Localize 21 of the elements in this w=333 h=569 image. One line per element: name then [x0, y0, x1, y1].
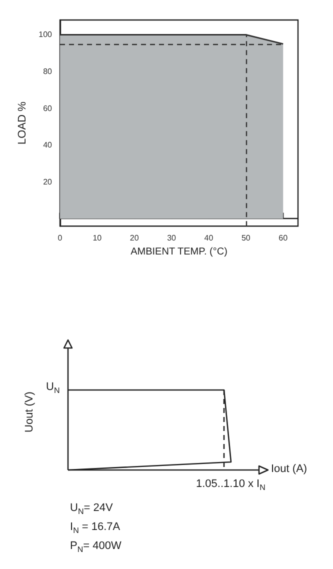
text: 1.05..1.10 x I$_{N}$ [196, 478, 266, 494]
text: U$_{N}$= 24V [70, 502, 113, 518]
y-tick-label: 100 [38, 30, 53, 40]
x-tick-label: 60 [278, 234, 288, 243]
x-tick-label: 0 [58, 234, 63, 243]
text: U$_{N}$ [46, 381, 60, 398]
text: Uout (V) [24, 392, 36, 432]
y-tick-label: 60 [43, 104, 53, 113]
x-axis-title: AMBIENT TEMP. (°C) [130, 246, 228, 258]
y-tick-label: 20 [43, 177, 53, 186]
y-tick-label: 40 [43, 140, 53, 150]
x-tick-label: 30 [167, 234, 177, 243]
x-tick-label: 40 [204, 234, 214, 243]
x-tick-label: 10 [92, 234, 102, 243]
y-tick-label: 80 [43, 67, 53, 76]
y-axis-title: LOAD % [16, 101, 28, 144]
x-tick-label: 20 [130, 234, 140, 243]
x-tick-label: 50 [241, 234, 251, 243]
text: I$_{N}$ = 16.7A [70, 521, 120, 538]
text: P$_{N}$= 400W [70, 540, 122, 556]
text: Iout (A) [271, 463, 308, 476]
